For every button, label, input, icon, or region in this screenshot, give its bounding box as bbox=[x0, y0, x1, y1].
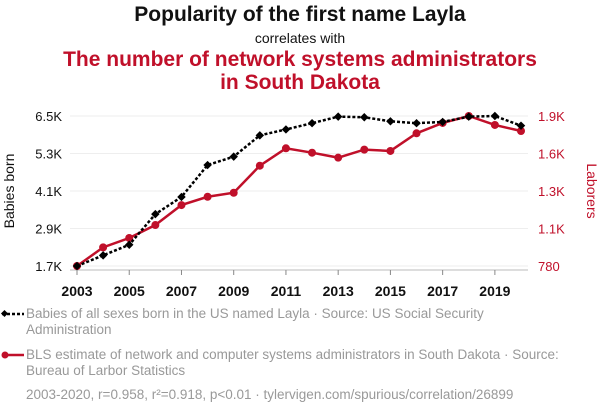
footer: 2003-2020, r=0.958, r²=0.918, p<0.01 · t… bbox=[26, 387, 514, 402]
chart-area: 1.7K 780 2.9K 1.1K 4.1K 1.3K 5.3K 1.6K 6.5K 1.9K 2… bbox=[1, 109, 600, 299]
point-babies bbox=[464, 112, 474, 121]
x-tick-label: 2003 bbox=[61, 283, 92, 299]
point-babies bbox=[333, 112, 343, 121]
x-tick-label: 2013 bbox=[323, 283, 354, 299]
x-tick-label: 2015 bbox=[375, 283, 406, 299]
point-babies bbox=[281, 125, 291, 134]
legend-label: Babies of all sexes born in the US named… bbox=[26, 306, 484, 337]
point-babies bbox=[490, 111, 500, 121]
chart-subtitle: correlates with bbox=[254, 30, 346, 46]
chart-title: Popularity of the first name Layla bbox=[134, 3, 466, 26]
point-babies bbox=[360, 113, 369, 122]
point-babies bbox=[203, 160, 212, 170]
y2-tick-label: 1.1K bbox=[538, 222, 565, 237]
point-laborers bbox=[412, 129, 421, 138]
series-line-babies bbox=[76, 114, 522, 268]
title2-line2: in South Dakota bbox=[220, 71, 380, 94]
point-laborers bbox=[490, 120, 499, 129]
point-babies bbox=[412, 118, 421, 128]
point-laborers bbox=[229, 188, 238, 197]
y-tick-label: 1.7K bbox=[35, 259, 62, 274]
point-laborers bbox=[386, 146, 395, 155]
point-laborers bbox=[177, 201, 186, 210]
point-laborers bbox=[99, 243, 108, 252]
point-babies bbox=[255, 131, 265, 140]
point-babies bbox=[177, 192, 186, 202]
x-tick-label: 2009 bbox=[218, 283, 249, 299]
point-laborers bbox=[151, 221, 160, 230]
y-tick-label: 6.5K bbox=[35, 109, 62, 124]
point-laborers bbox=[517, 127, 525, 135]
y2-tick-label: 1.3K bbox=[538, 184, 565, 199]
x-tick-label: 2019 bbox=[479, 283, 510, 299]
point-babies bbox=[307, 118, 317, 128]
y-tick-label: 4.1K bbox=[35, 184, 62, 199]
title2-line1: The number of network systems administra… bbox=[63, 48, 537, 71]
point-laborers bbox=[281, 144, 290, 153]
y-axis-label: Babies born bbox=[1, 154, 17, 229]
point-babies bbox=[124, 240, 134, 249]
legend-item-babies: Babies of all sexes born in the US named… bbox=[26, 306, 566, 338]
point-babies bbox=[98, 251, 108, 260]
point-babies bbox=[151, 209, 160, 219]
y-tick-label: 2.9K bbox=[35, 222, 62, 237]
x-tick-label: 2017 bbox=[427, 283, 458, 299]
x-tick-label: 2007 bbox=[166, 283, 197, 299]
y2-tick-label: 1.9K bbox=[538, 109, 565, 124]
legend-item-laborers: BLS estimate of network and computer sys… bbox=[26, 347, 566, 379]
point-babies bbox=[72, 261, 82, 271]
point-laborers bbox=[334, 153, 343, 162]
y2-axis-label: Laborers bbox=[584, 163, 600, 218]
point-babies bbox=[386, 117, 395, 126]
x-tick-label: 2011 bbox=[271, 283, 302, 299]
series-line-laborers bbox=[76, 114, 522, 268]
y-tick-label: 5.3K bbox=[35, 147, 62, 162]
point-babies bbox=[229, 152, 238, 161]
y2-tick-label: 1.6K bbox=[538, 147, 565, 162]
point-laborers bbox=[360, 145, 369, 154]
point-laborers bbox=[203, 192, 212, 201]
y2-tick-label: 780 bbox=[538, 259, 560, 274]
point-laborers bbox=[125, 234, 134, 243]
point-laborers bbox=[308, 148, 317, 157]
chart-title-2: The number of network systems administra… bbox=[0, 48, 600, 94]
point-laborers bbox=[255, 161, 264, 170]
point-babies bbox=[438, 117, 447, 127]
x-tick-label: 2005 bbox=[114, 283, 145, 299]
legend-label: BLS estimate of network and computer sys… bbox=[26, 347, 559, 378]
